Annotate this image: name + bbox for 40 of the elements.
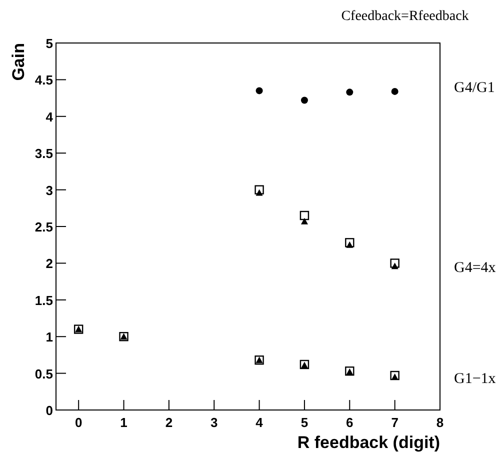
- y-tick-label: 5: [46, 36, 53, 51]
- y-tick-label: 1: [46, 330, 53, 345]
- y-tick-label: 4.5: [34, 72, 53, 88]
- y-axis-title: Gain: [9, 43, 28, 81]
- x-tick-label: 7: [391, 415, 398, 430]
- x-tick-label: 4: [256, 415, 264, 430]
- point: [256, 189, 263, 196]
- point: [391, 262, 398, 270]
- text: G1−1x: [454, 371, 496, 387]
- y-tick-label: 3.5: [34, 146, 53, 162]
- point: [300, 218, 308, 224]
- y-tick-label: 0: [46, 403, 53, 418]
- x-tick-label: 2: [165, 415, 173, 430]
- y-tick-label: 4: [46, 109, 54, 124]
- y-tick-label: 0.5: [34, 366, 53, 382]
- y-tick-label: 2: [46, 256, 53, 272]
- x-tick-label: 0: [74, 415, 82, 430]
- point: [391, 373, 398, 380]
- x-tick-label: 8: [436, 415, 444, 430]
- y-tick-label: 1.5: [34, 292, 53, 308]
- point: [390, 258, 400, 268]
- point: [345, 238, 354, 248]
- chart-title: Cfeedback=Rfeedback: [341, 9, 469, 24]
- point: [256, 87, 263, 94]
- point: [346, 241, 354, 248]
- point: [346, 88, 354, 96]
- x-tick-label: 3: [210, 415, 218, 430]
- point: [390, 370, 400, 380]
- point: [300, 210, 310, 220]
- text: G4=4x: [454, 260, 496, 276]
- point: [254, 185, 264, 194]
- x-tick-label: 5: [300, 415, 308, 430]
- point: [300, 96, 308, 104]
- text: G4/G1: [454, 80, 495, 96]
- y-tick-label: 2.5: [34, 220, 53, 234]
- point: [391, 88, 398, 95]
- x-tick-label: 6: [346, 415, 354, 430]
- x-tick-label: 1: [120, 415, 128, 430]
- y-tick-label: 3: [46, 182, 53, 198]
- x-axis-title: R feedback (digit): [297, 433, 440, 452]
